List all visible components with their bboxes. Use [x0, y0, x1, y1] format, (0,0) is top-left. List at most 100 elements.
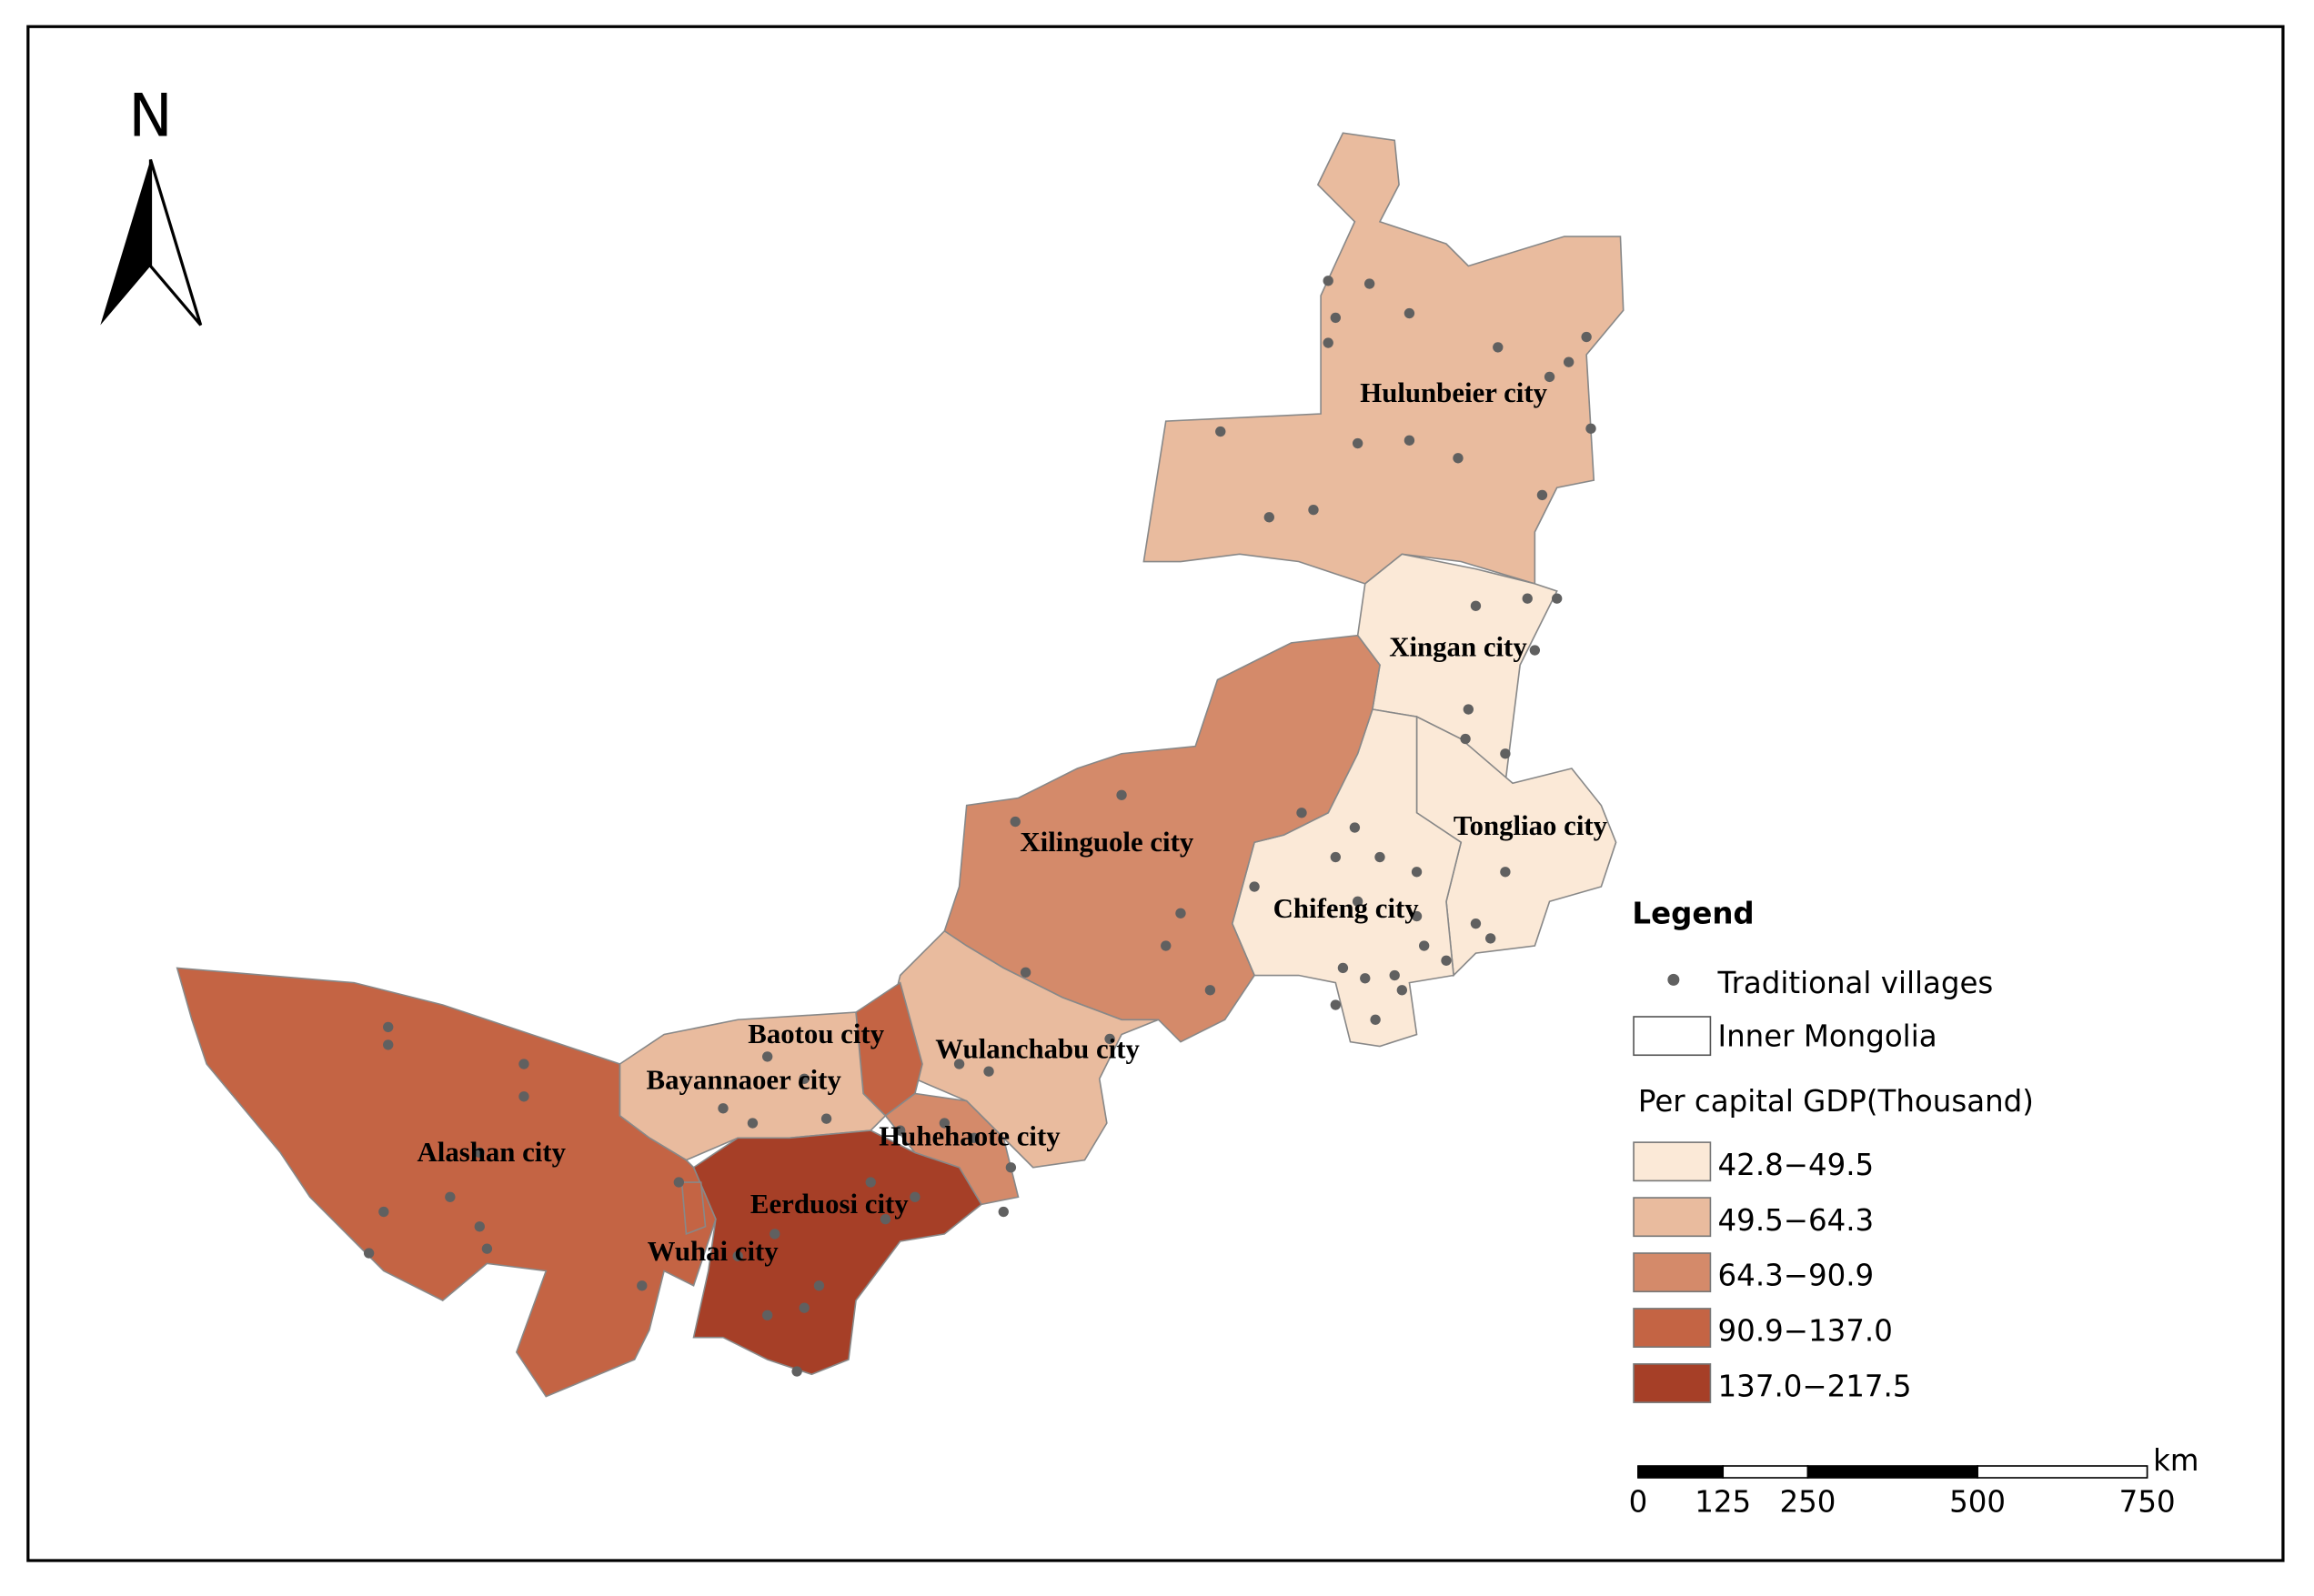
- region-label: Huhehaote city: [879, 1120, 1061, 1151]
- region-label: Wuhai city: [648, 1236, 780, 1267]
- village: [1581, 331, 1592, 343]
- region-label: Hulunbeier city: [1360, 377, 1547, 408]
- village: [770, 1229, 780, 1240]
- village: [1463, 704, 1474, 715]
- scale-segment: [1722, 1465, 1809, 1479]
- village: [1563, 356, 1575, 367]
- scale-label: 125: [1695, 1484, 1751, 1519]
- region-labels: Hulunbeier city Xingan city Tongliao city C…: [418, 377, 1608, 1267]
- legend-label: 137.0−217.5: [1718, 1370, 1912, 1404]
- region-label: Wulanchabu city: [935, 1033, 1140, 1064]
- village: [732, 1250, 743, 1261]
- village: [1296, 808, 1307, 818]
- village: [1470, 918, 1482, 929]
- village: [1453, 453, 1464, 464]
- village: [718, 1103, 729, 1114]
- village: [445, 1191, 456, 1202]
- village: [1418, 940, 1430, 951]
- region-label: Bayannaoer city: [647, 1065, 842, 1096]
- region: [680, 1181, 707, 1236]
- village: [761, 1051, 773, 1062]
- village: [910, 1191, 921, 1202]
- village: [1010, 816, 1021, 828]
- legend-label: 90.9−137.0: [1718, 1314, 1893, 1349]
- village: [1493, 342, 1504, 353]
- village: [1544, 371, 1555, 383]
- village: [1308, 504, 1319, 516]
- village: [895, 1125, 906, 1136]
- village: [383, 1021, 394, 1033]
- village: [673, 1177, 685, 1188]
- village: [474, 1221, 485, 1232]
- village: [880, 1213, 891, 1225]
- village: [1161, 940, 1172, 951]
- region-label: Eerduosi city: [750, 1189, 909, 1220]
- legend-swatch: [1633, 1363, 1712, 1403]
- north-label: N: [128, 82, 173, 150]
- village: [1330, 999, 1341, 1010]
- scale-bar: 0 125 250 500 750 km: [1629, 1443, 2199, 1520]
- village: [761, 1310, 773, 1320]
- village: [813, 1280, 825, 1291]
- north-arrow: [100, 159, 151, 326]
- village: [799, 1302, 810, 1313]
- scale-label: 0: [1629, 1484, 1648, 1519]
- legend-dot: [1667, 973, 1680, 986]
- legend-subtitle: Per capital GDP(Thousand): [1638, 1084, 2034, 1119]
- village: [1500, 748, 1511, 759]
- village: [791, 1366, 802, 1377]
- village: [1360, 973, 1371, 984]
- village: [1330, 312, 1341, 324]
- village: [1441, 955, 1452, 966]
- village: [983, 1066, 994, 1077]
- village: [1175, 908, 1186, 918]
- scale-label: 750: [2119, 1484, 2176, 1519]
- region: [176, 967, 717, 1398]
- village: [747, 1118, 759, 1129]
- village: [1403, 435, 1415, 446]
- village: [1363, 278, 1375, 289]
- village: [518, 1091, 529, 1102]
- legend-label: 49.5−64.3: [1718, 1203, 1875, 1238]
- village: [1403, 307, 1415, 319]
- scale-segment: [1637, 1465, 1725, 1479]
- village: [820, 1113, 832, 1124]
- village: [865, 1177, 876, 1188]
- village: [518, 1059, 529, 1069]
- village: [1585, 423, 1596, 434]
- scale-label: 500: [1949, 1484, 2006, 1519]
- village: [1249, 881, 1260, 892]
- legend-swatch: [1633, 1308, 1712, 1348]
- village: [1116, 789, 1127, 800]
- village: [969, 1132, 980, 1143]
- north-arrow: [148, 159, 203, 326]
- village: [998, 1206, 1009, 1218]
- village: [637, 1280, 648, 1291]
- village: [1552, 593, 1563, 604]
- village: [1370, 1014, 1381, 1025]
- legend-label: 64.3−90.9: [1718, 1259, 1875, 1293]
- village: [1411, 867, 1423, 878]
- village: [474, 1147, 485, 1159]
- village: [1500, 867, 1511, 878]
- village: [378, 1206, 389, 1218]
- legend-title: Legend: [1632, 897, 1754, 931]
- village: [1323, 276, 1333, 286]
- legend-label: Inner Mongolia: [1718, 1019, 1937, 1053]
- village: [1005, 1162, 1017, 1173]
- village: [1020, 967, 1031, 978]
- village: [1352, 437, 1363, 449]
- village: [799, 1073, 810, 1084]
- village: [1389, 969, 1400, 981]
- region-label: Baotou city: [748, 1019, 884, 1049]
- village: [363, 1248, 375, 1259]
- legend-swatch: [1633, 1197, 1712, 1238]
- legend-label: 42.8−49.5: [1718, 1148, 1875, 1182]
- legend-swatch: [1633, 1016, 1712, 1057]
- village: [1374, 851, 1385, 863]
- village: [1337, 962, 1349, 974]
- village: [1352, 896, 1363, 907]
- scale-segment: [1806, 1465, 1978, 1479]
- village: [1215, 426, 1226, 437]
